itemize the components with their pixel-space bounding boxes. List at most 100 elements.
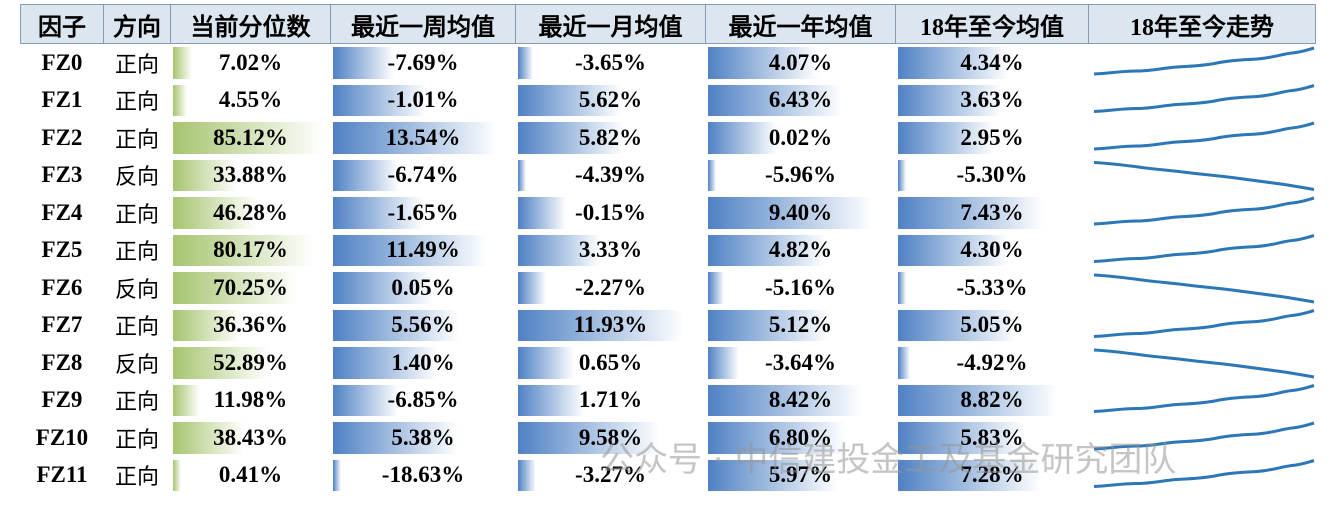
cell: 46.28% bbox=[171, 194, 331, 232]
data-bar bbox=[172, 459, 181, 491]
cell-text: 4.30% bbox=[960, 237, 1024, 263]
cell-text: 70.25% bbox=[213, 274, 288, 300]
data-bar bbox=[332, 422, 458, 454]
data-bar bbox=[517, 197, 567, 229]
data-bar bbox=[897, 234, 1009, 266]
cell-text: 4.55% bbox=[218, 87, 283, 113]
data-bar bbox=[897, 422, 1026, 454]
cell-text: FZ11 bbox=[36, 462, 88, 488]
data-bar bbox=[517, 459, 537, 491]
cell: 正向 bbox=[104, 232, 171, 270]
cell-text: 0.02% bbox=[768, 124, 833, 150]
cell: 反向 bbox=[104, 269, 171, 307]
data-bar bbox=[517, 272, 546, 304]
cell: 正向 bbox=[104, 419, 171, 457]
table-row: FZ5 正向 80.17% 11.49% 3.33% 4.82% 4.30% bbox=[21, 232, 1316, 270]
sparkline bbox=[1092, 84, 1316, 113]
cell-text: 正向 bbox=[114, 126, 159, 152]
table-body: FZ0 正向 7.02% -7.69% -3.65% 4.07% 4.34% FZ1 正向 4.5… bbox=[21, 44, 1316, 495]
table-row: FZ1 正向 4.55% -1.01% 5.62% 6.43% 3.63% bbox=[21, 82, 1316, 120]
cell: 13.54% bbox=[331, 119, 516, 157]
cell-text: 52.89% bbox=[213, 349, 288, 375]
data-bar bbox=[897, 159, 906, 191]
cell: 7.28% bbox=[896, 457, 1089, 495]
data-bar bbox=[517, 347, 574, 379]
cell-text: 80.17% bbox=[213, 237, 288, 263]
header-row: 因子 方向 当前分位数 最近一周均值 最近一月均值 最近一年均值 18年至今均值 18年至今走… bbox=[20, 4, 1316, 44]
table-row: FZ0 正向 7.02% -7.69% -3.65% 4.07% 4.34% bbox=[21, 44, 1316, 82]
header-cell: 方向 bbox=[103, 4, 171, 44]
data-bar bbox=[707, 159, 716, 191]
data-bar bbox=[707, 84, 843, 116]
cell: -5.16% bbox=[706, 269, 896, 307]
data-bar bbox=[897, 459, 1041, 491]
data-bar bbox=[897, 122, 995, 154]
factor-table: 因子 方向 当前分位数 最近一周均值 最近一月均值 最近一年均值 18年至今均值 18年至今走… bbox=[20, 4, 1316, 494]
cell: 0.02% bbox=[706, 119, 896, 157]
sparkline bbox=[1092, 348, 1316, 379]
cell: -1.65% bbox=[331, 194, 516, 232]
cell-text: 11.93% bbox=[573, 312, 648, 338]
data-bar bbox=[707, 122, 777, 154]
cell-text: -4.92% bbox=[956, 349, 1028, 375]
data-bar bbox=[897, 384, 1058, 416]
cell: 38.43% bbox=[171, 419, 331, 457]
cell: 3.33% bbox=[516, 232, 706, 270]
data-bar bbox=[332, 234, 488, 266]
data-bar bbox=[332, 122, 498, 154]
cell-text: FZ0 bbox=[41, 49, 83, 75]
cell-text: -3.65% bbox=[575, 49, 646, 75]
cell-text: 正向 bbox=[114, 239, 159, 265]
cell-text: FZ1 bbox=[41, 87, 83, 113]
cell-text: 13.54% bbox=[385, 124, 461, 150]
cell-text: 0.41% bbox=[218, 462, 283, 488]
data-bar bbox=[172, 384, 200, 416]
cell-text: 0.05% bbox=[391, 274, 455, 300]
cell: 正向 bbox=[104, 119, 171, 157]
cell-text: 5.38% bbox=[391, 424, 455, 450]
cell-text: 5.97% bbox=[768, 462, 833, 488]
cell: -5.96% bbox=[706, 157, 896, 195]
cell-text: 正向 bbox=[114, 89, 159, 115]
trend-sparklines bbox=[1092, 46, 1316, 488]
cell: 4.30% bbox=[896, 232, 1089, 270]
cell: 5.83% bbox=[896, 419, 1089, 457]
cell: -4.39% bbox=[516, 157, 706, 195]
cell: -3.65% bbox=[516, 44, 706, 82]
cell-text: -5.30% bbox=[956, 162, 1028, 188]
cell: 52.89% bbox=[171, 344, 331, 382]
cell: 85.12% bbox=[171, 119, 331, 157]
cell-text: 5.82% bbox=[578, 124, 643, 150]
cell: 5.05% bbox=[896, 307, 1089, 345]
table-row: FZ2 正向 85.12% 13.54% 5.82% 0.02% 2.95% bbox=[21, 119, 1316, 157]
cell-text: 正向 bbox=[114, 464, 159, 490]
cell-text: FZ5 bbox=[41, 237, 83, 263]
cell-text: 正向 bbox=[114, 51, 159, 77]
cell: 8.42% bbox=[706, 382, 896, 420]
cell: 4.07% bbox=[706, 44, 896, 82]
cell-text: 正向 bbox=[114, 201, 159, 227]
cell: 1.40% bbox=[331, 344, 516, 382]
cell-text: FZ4 bbox=[41, 199, 83, 225]
cell-text: 8.42% bbox=[768, 387, 833, 413]
cell-text: -3.64% bbox=[765, 349, 836, 375]
data-bar bbox=[332, 384, 398, 416]
cell: 0.41% bbox=[171, 457, 331, 495]
cell: 6.80% bbox=[706, 419, 896, 457]
cell-text: 正向 bbox=[114, 426, 159, 452]
cell: 3.63% bbox=[896, 82, 1089, 120]
header-cell: 18年至今走势 bbox=[1088, 4, 1316, 44]
data-bar bbox=[517, 422, 660, 454]
cell: 1.71% bbox=[516, 382, 706, 420]
data-bar bbox=[517, 234, 600, 266]
cell-text: -0.15% bbox=[575, 199, 646, 225]
cell: -7.69% bbox=[331, 44, 516, 82]
data-bar bbox=[332, 159, 399, 191]
cell-text: 5.62% bbox=[578, 87, 643, 113]
cell: FZ9 bbox=[21, 382, 104, 420]
data-bar bbox=[332, 197, 424, 229]
cell-text: 4.34% bbox=[960, 49, 1024, 75]
cell: 5.62% bbox=[516, 82, 706, 120]
header-cell: 因子 bbox=[20, 4, 104, 44]
